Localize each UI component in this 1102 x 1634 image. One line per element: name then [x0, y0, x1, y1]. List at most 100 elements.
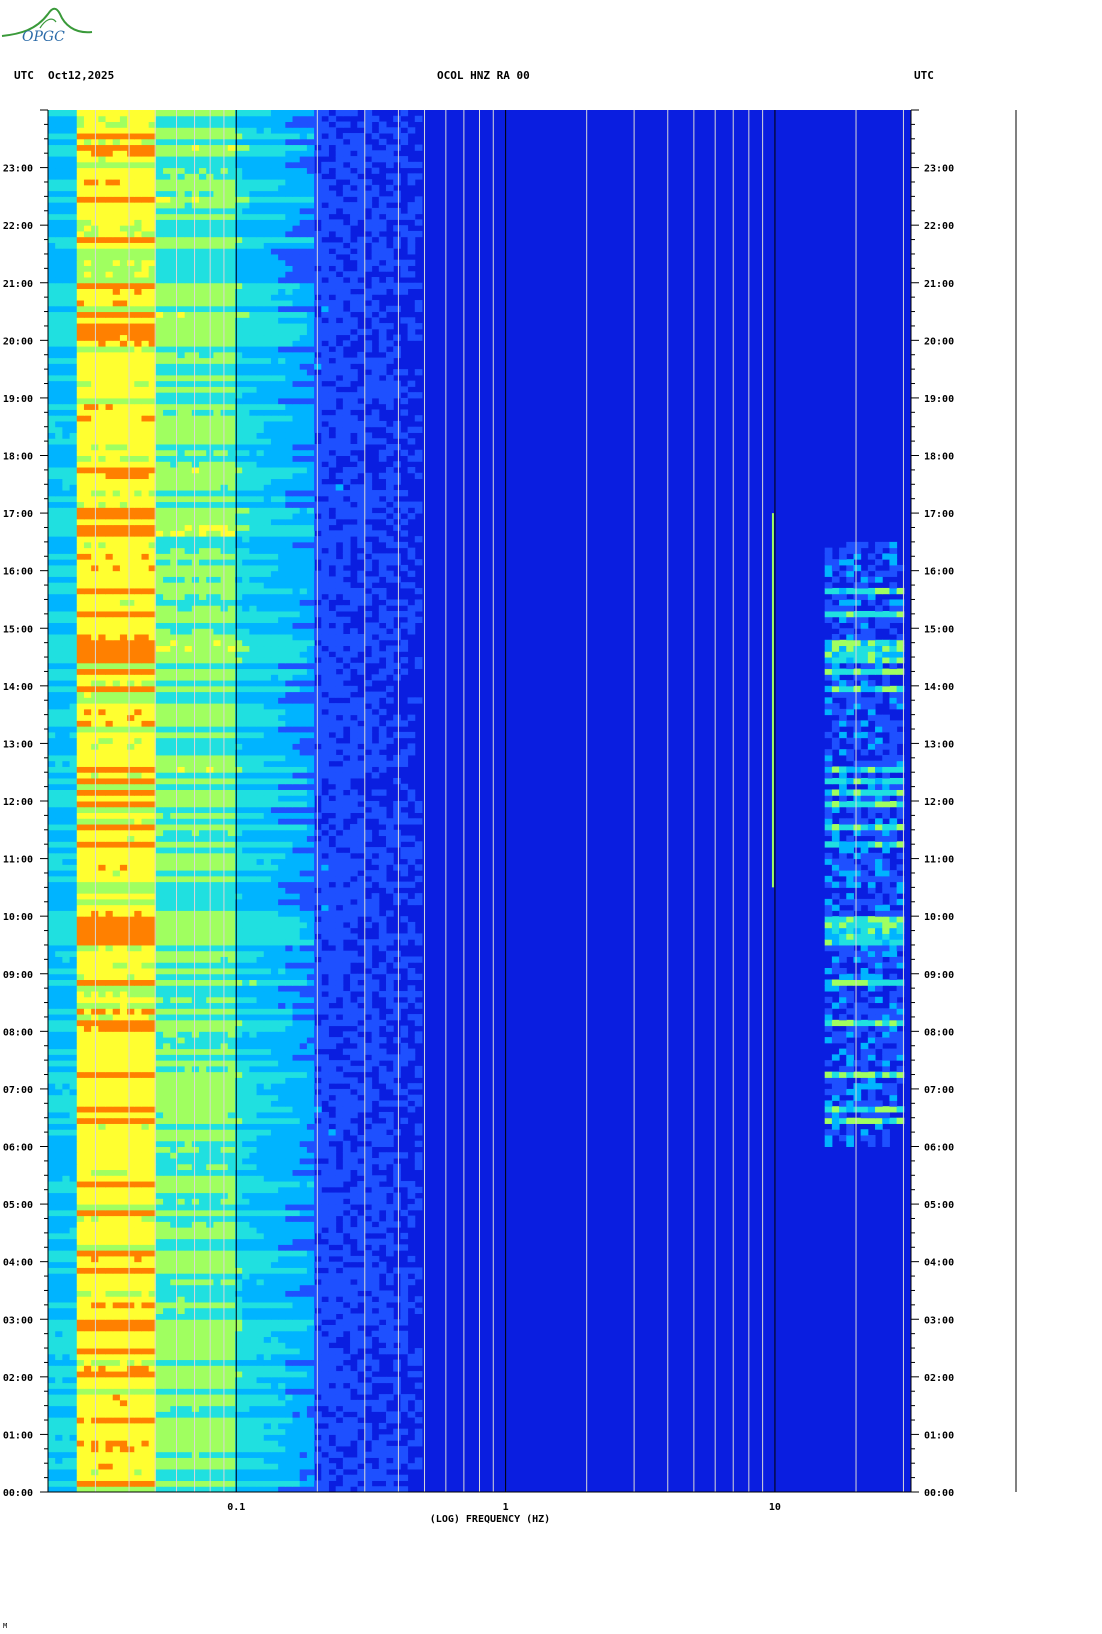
heatmap-cell [141, 1083, 150, 1090]
heatmap-cell [213, 950, 222, 957]
heatmap-cell [393, 1348, 401, 1355]
heatmap-cell [105, 1388, 114, 1395]
heatmap-cell [234, 1111, 243, 1119]
heatmap-cell [227, 1284, 236, 1291]
station-label: OCOL HNZ RA 00 [437, 69, 530, 82]
heatmap-cell [321, 1192, 329, 1199]
heatmap-cell [314, 1296, 322, 1303]
heatmap-cell [263, 1480, 272, 1487]
heatmap-cell [256, 1422, 265, 1430]
heatmap-cell [213, 1031, 222, 1038]
heatmap-cell [256, 1296, 265, 1303]
heatmap-cell [48, 1192, 56, 1199]
heatmap-cell [364, 1083, 373, 1090]
heatmap-cell [256, 1158, 265, 1165]
heatmap-cell [141, 979, 150, 986]
heatmap-cell [234, 1100, 243, 1107]
heatmap-cell [105, 1376, 114, 1384]
heatmap-cell [263, 1146, 272, 1153]
heatmap-cell [191, 1463, 200, 1470]
heatmap-cell [314, 944, 322, 952]
heatmap-cell [220, 1290, 229, 1297]
heatmap-cell [306, 962, 315, 969]
heatmap-cell [875, 904, 883, 911]
heatmap-cell [350, 1428, 358, 1435]
heatmap-cell [292, 1417, 301, 1424]
heatmap-cell [83, 916, 92, 923]
heatmap-cell [55, 1330, 63, 1338]
heatmap-cell [141, 1209, 150, 1217]
heatmap-cell [299, 1417, 308, 1424]
heatmap-cell [263, 1474, 272, 1481]
heatmap-cell [227, 1348, 236, 1355]
heatmap-cell [357, 1008, 365, 1015]
heatmap-cell [407, 991, 416, 998]
heatmap-cell [119, 1232, 128, 1240]
heatmap-cell [285, 1365, 294, 1372]
heatmap-cell [141, 1140, 150, 1147]
heatmap-cell [378, 1048, 387, 1055]
heatmap-cell [242, 1209, 250, 1217]
heatmap-cell [314, 1123, 322, 1130]
heatmap-cell [119, 1158, 128, 1165]
heatmap-cell [119, 1152, 128, 1159]
heatmap-cell [48, 1486, 56, 1493]
heatmap-cell [249, 1486, 258, 1493]
heatmap-cell [342, 991, 351, 998]
heatmap-cell [249, 1422, 258, 1430]
heatmap-cell [213, 1422, 222, 1430]
heatmap-cell [278, 1382, 286, 1389]
heatmap-cell [134, 1313, 142, 1320]
heatmap-cell [875, 1071, 883, 1078]
heatmap-cell [328, 1463, 337, 1470]
heatmap-cell [285, 1175, 294, 1182]
heatmap-cell [199, 1054, 207, 1061]
heatmap-cell [270, 1434, 279, 1441]
heatmap-cell [134, 1301, 142, 1309]
heatmap-cell [306, 1169, 315, 1176]
heatmap-cell [55, 1014, 63, 1021]
heatmap-cell [306, 904, 315, 911]
heatmap-cell [400, 939, 409, 946]
heatmap-cell [242, 973, 250, 981]
heatmap-cell [234, 1411, 243, 1418]
heatmap-cell [393, 1204, 401, 1211]
heatmap-cell [177, 979, 186, 986]
heatmap-cell [371, 1014, 380, 1021]
heatmap-cell [227, 1388, 236, 1395]
heatmap-cell [263, 1025, 272, 1032]
heatmap-cell [292, 1181, 301, 1188]
heatmap-cell [141, 1002, 150, 1009]
heatmap-cell [242, 939, 250, 946]
heatmap-cell [220, 1019, 229, 1027]
heatmap-cell [357, 1244, 365, 1251]
heatmap-cell [98, 1014, 107, 1021]
heatmap-cell [285, 1134, 294, 1142]
heatmap-cell [386, 1463, 394, 1470]
heatmap-cell [184, 950, 193, 957]
heatmap-cell [292, 1048, 301, 1055]
heatmap-cell [400, 1457, 409, 1464]
heatmap-cell [105, 950, 114, 957]
heatmap-cell [335, 1388, 344, 1395]
heatmap-cell [76, 1181, 85, 1188]
heatmap-cell [105, 1353, 114, 1361]
heatmap-cell [378, 1301, 387, 1309]
heatmap-cell [335, 962, 344, 969]
heatmap-cell [846, 1065, 854, 1073]
heatmap-cell [155, 1163, 164, 1171]
heatmap-cell [364, 1296, 373, 1303]
heatmap-cell [184, 1060, 193, 1067]
heatmap-cell [256, 1192, 265, 1199]
heatmap-cell [69, 1014, 78, 1021]
heatmap-cell [875, 1106, 883, 1113]
heatmap-cell [62, 1394, 71, 1401]
heatmap-cell [335, 1209, 344, 1217]
heatmap-cell [234, 1094, 243, 1101]
heatmap-cell [350, 1227, 358, 1234]
heatmap-cell [378, 1158, 387, 1165]
heatmap-cell [220, 962, 229, 969]
heatmap-cell [134, 1037, 142, 1044]
heatmap-cell [285, 1307, 294, 1314]
heatmap-cell [112, 1319, 121, 1326]
